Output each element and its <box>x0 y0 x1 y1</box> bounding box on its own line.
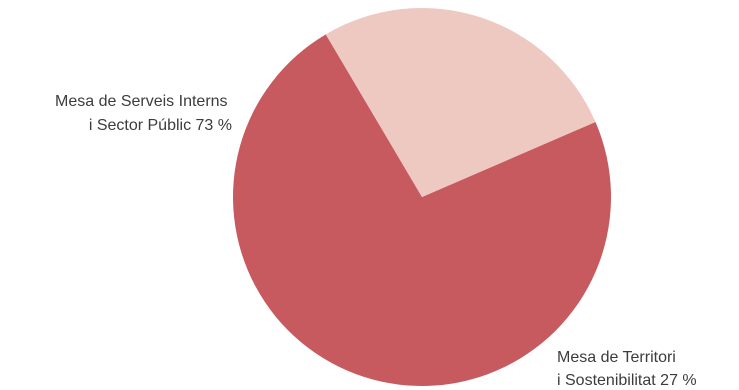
pie-slices <box>233 7 612 386</box>
pie-slice-serveis-interns <box>233 34 612 386</box>
pie-slice-territori <box>325 7 596 197</box>
slice-label-territori: Mesa de Territori i Sostenibilitat 27 % <box>557 349 697 389</box>
slice-label-serveis-interns-line-1: Mesa de Serveis Interns <box>55 93 228 110</box>
slice-label-serveis-interns: Mesa de Serveis Interns i Sector Públic … <box>55 93 232 134</box>
slice-label-territori-line-1: Mesa de Territori <box>557 349 676 366</box>
slice-label-territori-line-2: i Sostenibilitat 27 % <box>557 372 697 389</box>
slice-label-serveis-interns-line-2: i Sector Públic 73 % <box>89 117 232 134</box>
